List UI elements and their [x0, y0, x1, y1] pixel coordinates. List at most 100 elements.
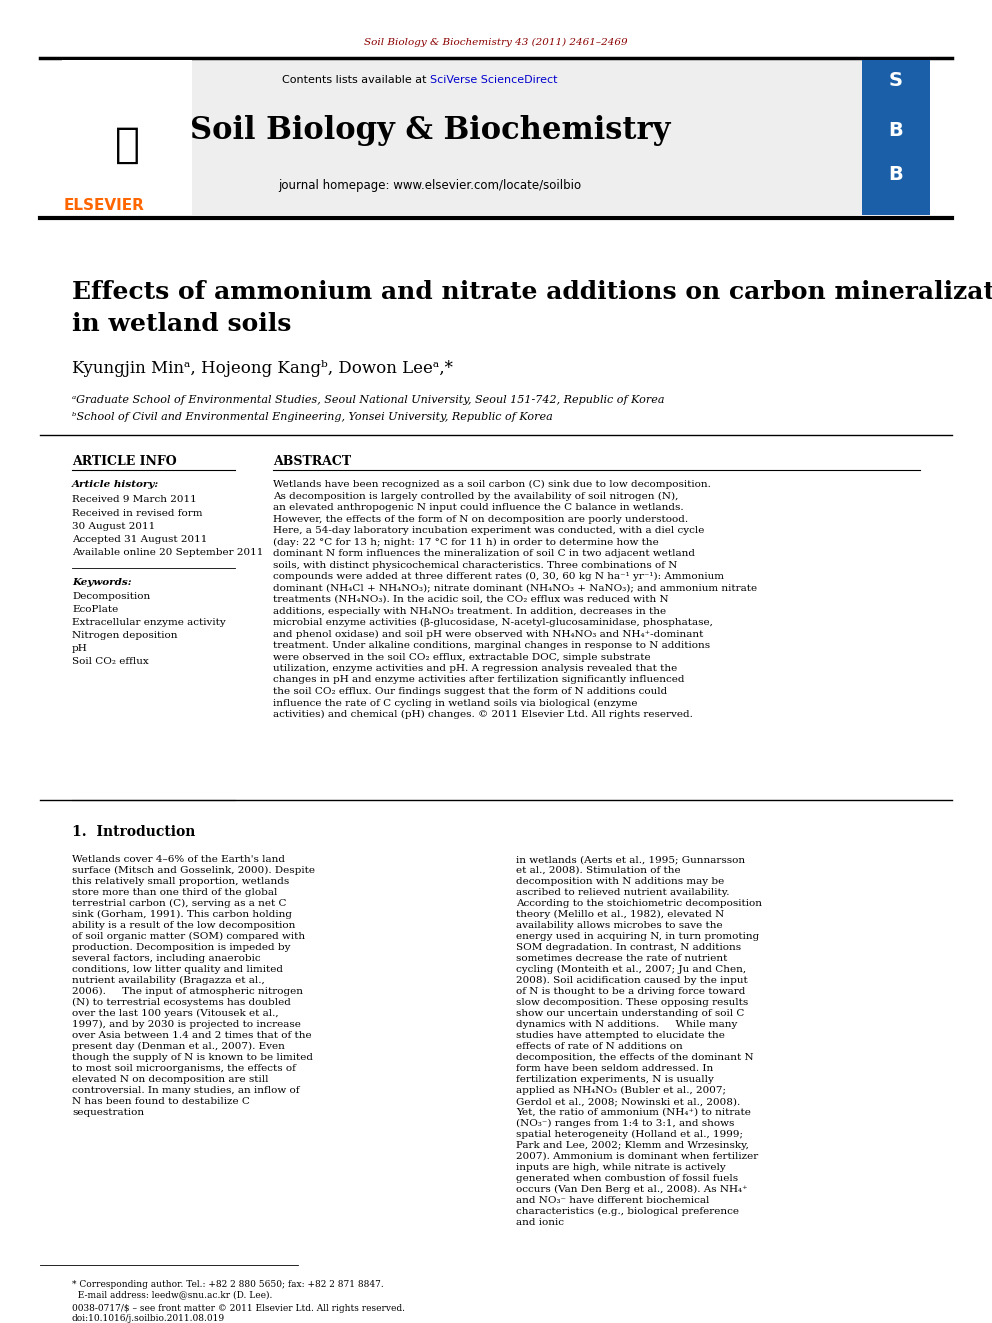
- Text: in wetlands (Aerts et al., 1995; Gunnarsson: in wetlands (Aerts et al., 1995; Gunnars…: [516, 855, 745, 864]
- Text: form have been seldom addressed. In: form have been seldom addressed. In: [516, 1064, 713, 1073]
- Text: decomposition with N additions may be: decomposition with N additions may be: [516, 877, 724, 886]
- Text: SOM degradation. In contrast, N additions: SOM degradation. In contrast, N addition…: [516, 943, 741, 953]
- Text: sink (Gorham, 1991). This carbon holding: sink (Gorham, 1991). This carbon holding: [72, 910, 292, 919]
- Text: 0038-0717/$ – see front matter © 2011 Elsevier Ltd. All rights reserved.
doi:10.: 0038-0717/$ – see front matter © 2011 El…: [72, 1304, 405, 1323]
- Text: applied as NH₄NO₃ (Bubler et al., 2007;: applied as NH₄NO₃ (Bubler et al., 2007;: [516, 1086, 726, 1095]
- Text: treatment. Under alkaline conditions, marginal changes in response to N addition: treatment. Under alkaline conditions, ma…: [273, 642, 710, 650]
- Text: over the last 100 years (Vitousek et al.,: over the last 100 years (Vitousek et al.…: [72, 1009, 279, 1019]
- Text: ᵃGraduate School of Environmental Studies, Seoul National University, Seoul 151-: ᵃGraduate School of Environmental Studie…: [72, 396, 665, 405]
- Text: Received 9 March 2011: Received 9 March 2011: [72, 495, 196, 504]
- Text: theory (Melillo et al., 1982), elevated N: theory (Melillo et al., 1982), elevated …: [516, 910, 724, 919]
- Text: Soil Biology &
Biochemistry: Soil Biology & Biochemistry: [930, 85, 968, 95]
- Text: As decomposition is largely controlled by the availability of soil nitrogen (N),: As decomposition is largely controlled b…: [273, 492, 679, 500]
- Text: B: B: [889, 165, 904, 184]
- Text: 2008). Soil acidification caused by the input: 2008). Soil acidification caused by the …: [516, 976, 748, 986]
- Text: studies have attempted to elucidate the: studies have attempted to elucidate the: [516, 1031, 725, 1040]
- Text: sometimes decrease the rate of nutrient: sometimes decrease the rate of nutrient: [516, 954, 727, 963]
- Text: ARTICLE INFO: ARTICLE INFO: [72, 455, 177, 468]
- Text: fertilization experiments, N is usually: fertilization experiments, N is usually: [516, 1076, 714, 1084]
- Text: surface (Mitsch and Gosselink, 2000). Despite: surface (Mitsch and Gosselink, 2000). De…: [72, 867, 315, 875]
- Text: However, the effects of the form of N on decomposition are poorly understood.: However, the effects of the form of N on…: [273, 515, 688, 524]
- Text: Article history:: Article history:: [72, 480, 160, 490]
- Text: the soil CO₂ efflux. Our findings suggest that the form of N additions could: the soil CO₂ efflux. Our findings sugges…: [273, 687, 668, 696]
- Text: Extracellular enzyme activity: Extracellular enzyme activity: [72, 618, 226, 627]
- Text: inputs are high, while nitrate is actively: inputs are high, while nitrate is active…: [516, 1163, 726, 1172]
- Text: pH: pH: [72, 644, 87, 654]
- Text: cycling (Monteith et al., 2007; Ju and Chen,: cycling (Monteith et al., 2007; Ju and C…: [516, 964, 746, 974]
- Text: this relatively small proportion, wetlands: this relatively small proportion, wetlan…: [72, 877, 290, 886]
- Text: though the supply of N is known to be limited: though the supply of N is known to be li…: [72, 1053, 313, 1062]
- Text: Received in revised form: Received in revised form: [72, 509, 202, 519]
- Text: Wetlands cover 4–6% of the Earth's land: Wetlands cover 4–6% of the Earth's land: [72, 855, 285, 864]
- Text: Wetlands have been recognized as a soil carbon (C) sink due to low decomposition: Wetlands have been recognized as a soil …: [273, 480, 711, 490]
- Text: show our uncertain understanding of soil C: show our uncertain understanding of soil…: [516, 1009, 744, 1017]
- Text: energy used in acquiring N, in turn promoting: energy used in acquiring N, in turn prom…: [516, 931, 759, 941]
- Text: et al., 2008). Stimulation of the: et al., 2008). Stimulation of the: [516, 867, 681, 875]
- Text: 1.  Introduction: 1. Introduction: [72, 826, 195, 839]
- Text: elevated N on decomposition are still: elevated N on decomposition are still: [72, 1076, 269, 1084]
- Text: characteristics (e.g., biological preference: characteristics (e.g., biological prefer…: [516, 1207, 739, 1216]
- Text: to most soil microorganisms, the effects of: to most soil microorganisms, the effects…: [72, 1064, 296, 1073]
- Bar: [62, 60, 192, 216]
- Text: over Asia between 1.4 and 2 times that of the: over Asia between 1.4 and 2 times that o…: [72, 1031, 311, 1040]
- Text: * Corresponding author. Tel.: +82 2 880 5650; fax: +82 2 871 8847.
  E-mail addr: * Corresponding author. Tel.: +82 2 880 …: [72, 1279, 384, 1299]
- Text: 30 August 2011: 30 August 2011: [72, 523, 156, 531]
- Text: N has been found to destabilize C: N has been found to destabilize C: [72, 1097, 250, 1106]
- Text: controversial. In many studies, an inflow of: controversial. In many studies, an inflo…: [72, 1086, 300, 1095]
- Text: influence the rate of C cycling in wetland soils via biological (enzyme: influence the rate of C cycling in wetla…: [273, 699, 638, 708]
- Text: Soil CO₂ efflux: Soil CO₂ efflux: [72, 658, 149, 665]
- Text: ELSEVIER: ELSEVIER: [63, 197, 145, 213]
- Text: Keywords:: Keywords:: [72, 578, 132, 587]
- Text: of N is thought to be a driving force toward: of N is thought to be a driving force to…: [516, 987, 745, 996]
- Text: ᵇSchool of Civil and Environmental Engineering, Yonsei University, Republic of K: ᵇSchool of Civil and Environmental Engin…: [72, 411, 553, 422]
- Text: ability is a result of the low decomposition: ability is a result of the low decomposi…: [72, 921, 296, 930]
- Text: generated when combustion of fossil fuels: generated when combustion of fossil fuel…: [516, 1174, 738, 1183]
- Text: Decomposition: Decomposition: [72, 591, 150, 601]
- Text: effects of rate of N additions on: effects of rate of N additions on: [516, 1043, 682, 1050]
- Text: slow decomposition. These opposing results: slow decomposition. These opposing resul…: [516, 998, 748, 1007]
- Text: conditions, low litter quality and limited: conditions, low litter quality and limit…: [72, 964, 283, 974]
- Text: and phenol oxidase) and soil pH were observed with NH₄NO₃ and NH₄⁺-dominant: and phenol oxidase) and soil pH were obs…: [273, 630, 703, 639]
- Text: soils, with distinct physicochemical characteristics. Three combinations of N: soils, with distinct physicochemical cha…: [273, 561, 678, 569]
- Text: availability allows microbes to save the: availability allows microbes to save the: [516, 921, 722, 930]
- Text: additions, especially with NH₄NO₃ treatment. In addition, decreases in the: additions, especially with NH₄NO₃ treatm…: [273, 606, 666, 615]
- Text: S: S: [889, 70, 903, 90]
- Text: nutrient availability (Bragazza et al.,: nutrient availability (Bragazza et al.,: [72, 976, 265, 986]
- Text: Accepted 31 August 2011: Accepted 31 August 2011: [72, 534, 207, 544]
- Text: dominant N form influences the mineralization of soil C in two adjacent wetland: dominant N form influences the mineraliz…: [273, 549, 695, 558]
- Text: dominant (NH₄Cl + NH₄NO₃); nitrate dominant (NH₄NO₃ + NaNO₃); and ammonium nitra: dominant (NH₄Cl + NH₄NO₃); nitrate domin…: [273, 583, 757, 593]
- Text: Effects of ammonium and nitrate additions on carbon mineralization
in wetland so: Effects of ammonium and nitrate addition…: [72, 280, 992, 336]
- Bar: [862, 60, 930, 216]
- Text: journal homepage: www.elsevier.com/locate/soilbio: journal homepage: www.elsevier.com/locat…: [279, 179, 581, 192]
- Text: Gerdol et al., 2008; Nowinski et al., 2008).: Gerdol et al., 2008; Nowinski et al., 20…: [516, 1097, 740, 1106]
- Text: several factors, including anaerobic: several factors, including anaerobic: [72, 954, 261, 963]
- Text: 1997), and by 2030 is projected to increase: 1997), and by 2030 is projected to incre…: [72, 1020, 301, 1029]
- Text: occurs (Van Den Berg et al., 2008). As NH₄⁺: occurs (Van Den Berg et al., 2008). As N…: [516, 1185, 748, 1195]
- Text: compounds were added at three different rates (0, 30, 60 kg N ha⁻¹ yr⁻¹): Ammoni: compounds were added at three different …: [273, 572, 724, 581]
- Text: sequestration: sequestration: [72, 1107, 144, 1117]
- Text: According to the stoichiometric decomposition: According to the stoichiometric decompos…: [516, 900, 762, 908]
- Text: utilization, enzyme activities and pH. A regression analysis revealed that the: utilization, enzyme activities and pH. A…: [273, 664, 678, 673]
- Text: Yet, the ratio of ammonium (NH₄⁺) to nitrate: Yet, the ratio of ammonium (NH₄⁺) to nit…: [516, 1107, 751, 1117]
- Text: Kyungjin Minᵃ, Hojeong Kangᵇ, Dowon Leeᵃ,*: Kyungjin Minᵃ, Hojeong Kangᵇ, Dowon Leeᵃ…: [72, 360, 453, 377]
- Text: terrestrial carbon (C), serving as a net C: terrestrial carbon (C), serving as a net…: [72, 900, 287, 908]
- Text: Here, a 54-day laboratory incubation experiment was conducted, with a diel cycle: Here, a 54-day laboratory incubation exp…: [273, 527, 704, 534]
- Text: 🌳: 🌳: [114, 124, 140, 165]
- Text: changes in pH and enzyme activities after fertilization significantly influenced: changes in pH and enzyme activities afte…: [273, 676, 684, 684]
- Text: (N) to terrestrial ecosystems has doubled: (N) to terrestrial ecosystems has double…: [72, 998, 291, 1007]
- Text: and ionic: and ionic: [516, 1218, 564, 1226]
- Bar: [62, 60, 930, 216]
- Text: spatial heterogeneity (Holland et al., 1999;: spatial heterogeneity (Holland et al., 1…: [516, 1130, 743, 1139]
- Text: of soil organic matter (SOM) compared with: of soil organic matter (SOM) compared wi…: [72, 931, 306, 941]
- Text: activities) and chemical (pH) changes. © 2011 Elsevier Ltd. All rights reserved.: activities) and chemical (pH) changes. ©…: [273, 710, 692, 720]
- Text: ABSTRACT: ABSTRACT: [273, 455, 351, 468]
- Text: decomposition, the effects of the dominant N: decomposition, the effects of the domina…: [516, 1053, 754, 1062]
- Text: Soil Biology & Biochemistry: Soil Biology & Biochemistry: [189, 115, 671, 146]
- Text: store more than one third of the global: store more than one third of the global: [72, 888, 278, 897]
- Text: Nitrogen deposition: Nitrogen deposition: [72, 631, 178, 640]
- Text: microbial enzyme activities (β-glucosidase, N-acetyl-glucosaminidase, phosphatas: microbial enzyme activities (β-glucosida…: [273, 618, 713, 627]
- Text: SciVerse ScienceDirect: SciVerse ScienceDirect: [430, 75, 558, 85]
- Text: dynamics with N additions.     While many: dynamics with N additions. While many: [516, 1020, 737, 1029]
- Text: 2007). Ammonium is dominant when fertilizer: 2007). Ammonium is dominant when fertili…: [516, 1152, 758, 1162]
- Text: present day (Denman et al., 2007). Even: present day (Denman et al., 2007). Even: [72, 1043, 285, 1052]
